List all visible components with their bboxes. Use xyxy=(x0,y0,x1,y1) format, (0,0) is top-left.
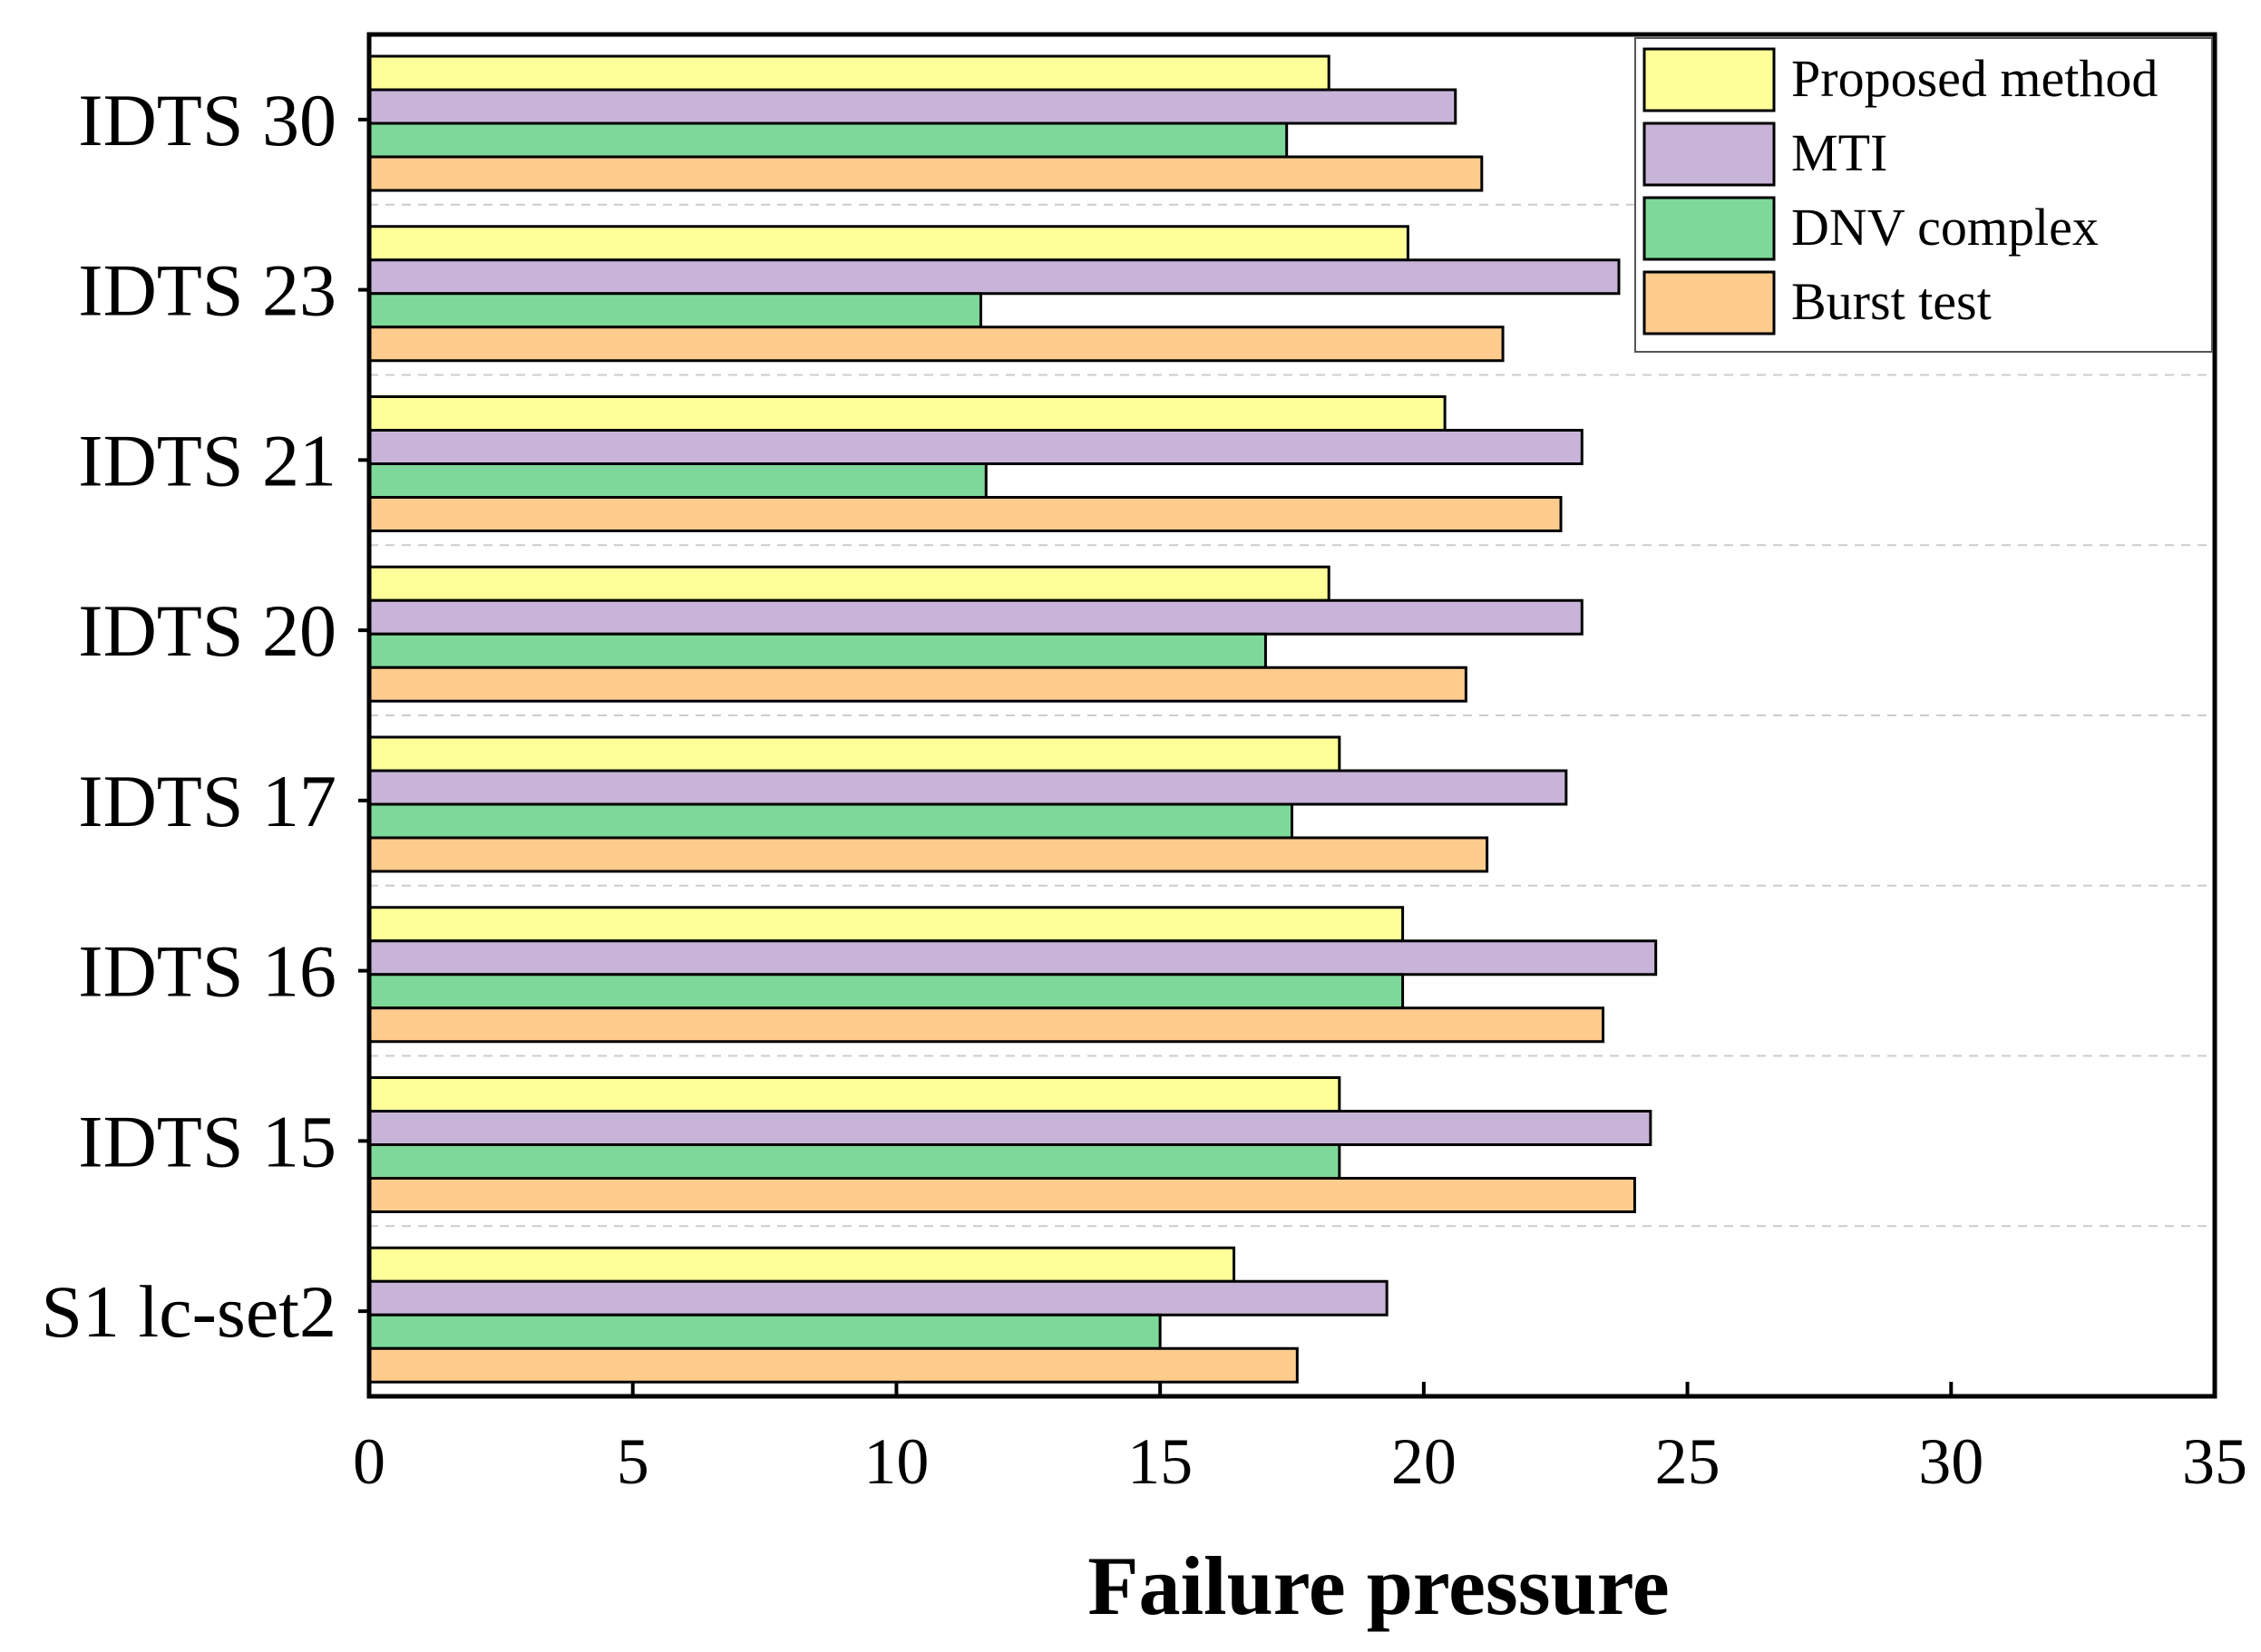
bar-burst-test-idts-17 xyxy=(367,836,1489,873)
x-tick-label: 35 xyxy=(2182,1425,2247,1498)
bar-burst-test-idts-16 xyxy=(367,1006,1605,1044)
plot-frame xyxy=(366,32,2217,1399)
bar-burst-test-idts-23 xyxy=(367,326,1505,363)
x-tick-label: 30 xyxy=(1918,1425,1983,1498)
category-label: IDTS 23 xyxy=(78,249,336,332)
bar-dnv-complex-idts-15 xyxy=(367,1143,1341,1180)
legend: Proposed method MTI DNV complex Burst test xyxy=(1634,37,2213,353)
bar-proposed-method-idts-20 xyxy=(367,565,1330,602)
x-tick-label: 15 xyxy=(1127,1425,1193,1498)
legend-label: Burst test xyxy=(1791,272,1992,331)
x-tick-label: 0 xyxy=(353,1425,385,1498)
bar-proposed-method-idts-23 xyxy=(367,225,1409,262)
category-label: IDTS 16 xyxy=(78,930,336,1013)
bar-dnv-complex-idts-17 xyxy=(367,802,1293,840)
bar-dnv-complex-idts-20 xyxy=(367,632,1267,669)
category-label: IDTS 17 xyxy=(78,760,336,842)
bar-proposed-method-idts-21 xyxy=(367,395,1447,432)
category-label: IDTS 30 xyxy=(78,79,336,161)
bar-burst-test-idts-30 xyxy=(367,155,1484,192)
x-axis-ticks: 0 5 10 15 20 25 30 35 xyxy=(353,1382,2247,1498)
bar-proposed-method-idts-15 xyxy=(367,1076,1341,1113)
category-label: IDTS 21 xyxy=(78,419,336,501)
legend-label: MTI xyxy=(1791,123,1887,182)
category-label: IDTS 15 xyxy=(78,1100,336,1182)
category-label: S1 lc-set2 xyxy=(41,1270,336,1353)
bar-mti-idts-16 xyxy=(367,939,1658,977)
gridlines xyxy=(369,203,2215,1228)
x-axis-title: Failure pressure xyxy=(1087,1540,1669,1632)
bar-burst-test-idts-15 xyxy=(367,1177,1636,1213)
bar-dnv-complex-idts-23 xyxy=(367,292,982,329)
x-tick-label: 10 xyxy=(863,1425,929,1498)
bar-proposed-method-s1-lc-set2 xyxy=(367,1246,1236,1283)
bars xyxy=(367,54,1658,1384)
legend-swatch xyxy=(1642,47,1776,112)
bar-mti-idts-17 xyxy=(367,769,1568,806)
bar-mti-idts-21 xyxy=(367,429,1584,465)
legend-label: DNV complex xyxy=(1791,198,2099,257)
bar-proposed-method-idts-17 xyxy=(367,735,1341,773)
bar-mti-idts-30 xyxy=(367,88,1457,125)
bar-burst-test-s1-lc-set2 xyxy=(367,1346,1299,1384)
x-tick-label: 20 xyxy=(1391,1425,1457,1498)
category-label: IDTS 20 xyxy=(78,589,336,672)
legend-swatch xyxy=(1642,121,1776,187)
x-tick-label: 5 xyxy=(617,1425,649,1498)
y-axis-ticks xyxy=(358,117,369,1314)
bar-mti-idts-20 xyxy=(367,598,1584,636)
bar-burst-test-idts-21 xyxy=(367,496,1563,532)
bar-dnv-complex-idts-21 xyxy=(367,462,988,499)
bar-dnv-complex-s1-lc-set2 xyxy=(367,1313,1162,1350)
legend-label: Proposed method xyxy=(1791,49,2158,108)
bar-mti-idts-23 xyxy=(367,258,1621,296)
bar-dnv-complex-idts-30 xyxy=(367,121,1289,159)
x-tick-label: 25 xyxy=(1655,1425,1720,1498)
bar-proposed-method-idts-30 xyxy=(367,54,1330,92)
bar-burst-test-idts-20 xyxy=(367,666,1467,703)
bar-dnv-complex-idts-16 xyxy=(367,973,1405,1010)
legend-swatch xyxy=(1642,270,1776,335)
bar-mti-idts-15 xyxy=(367,1110,1652,1146)
legend-swatch xyxy=(1642,196,1776,261)
category-labels: IDTS 30 IDTS 23 IDTS 21 IDTS 20 IDTS 17 IDTS … xyxy=(41,79,336,1353)
bar-mti-s1-lc-set2 xyxy=(367,1279,1389,1317)
bar-proposed-method-idts-16 xyxy=(367,906,1405,943)
